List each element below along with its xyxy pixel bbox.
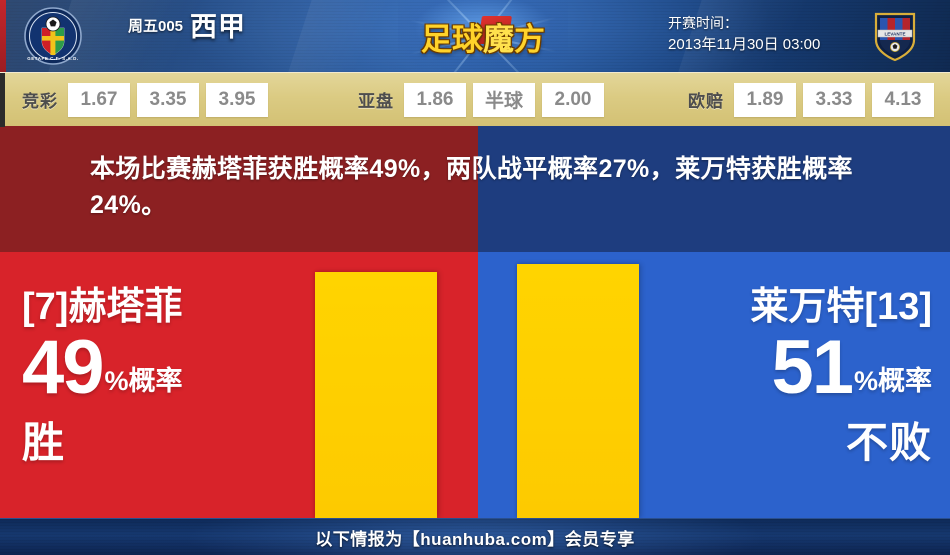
odds-group-asian-handicap: 亚盘 1.86 半球 2.00 bbox=[358, 82, 604, 117]
odds-bar: 竞彩 1.67 3.35 3.95 亚盘 1.86 半球 2.00 欧赔 1.8… bbox=[0, 72, 950, 127]
odds-cell-home[interactable]: 1.89 bbox=[734, 82, 796, 117]
odds-cell-home[interactable]: 1.86 bbox=[404, 82, 466, 117]
home-team-percent-unit: %概率 bbox=[104, 365, 183, 396]
odds-group-european: 欧赔 1.89 3.33 4.13 bbox=[688, 82, 934, 117]
summary-half-home bbox=[0, 126, 478, 252]
brand-logo-text: 足球魔方 bbox=[421, 14, 545, 59]
odds-cell-draw[interactable]: 3.35 bbox=[137, 82, 199, 117]
odds-cell-handicap[interactable]: 半球 bbox=[473, 82, 535, 117]
summary-band: 本场比赛赫塔菲获胜概率49%，两队战平概率27%，莱万特获胜概率24%。 bbox=[0, 126, 950, 252]
summary-half-away bbox=[478, 126, 950, 252]
odds-cell-away[interactable]: 4.13 bbox=[872, 82, 934, 117]
brand-text-part3: 方 bbox=[514, 21, 545, 57]
probability-bar-home bbox=[315, 272, 437, 518]
summary-text: 本场比赛赫塔菲获胜概率49%，两队战平概率27%，莱万特获胜概率24%。 bbox=[90, 155, 853, 219]
home-team-percent: 49 bbox=[22, 324, 105, 410]
kickoff-datetime: 2013年11月30日 03:00 bbox=[668, 35, 821, 53]
header-accent-stripe bbox=[0, 0, 6, 72]
svg-text:LEVANTE: LEVANTE bbox=[884, 32, 905, 37]
levante-ud-badge-icon: LEVANTE bbox=[864, 6, 926, 66]
footer-bar: 以下情报为【huanhuba.com】会员专享 bbox=[0, 518, 950, 555]
header-bar: GETAFE C.F. S.A.D. 周五005 西甲 足球魔方 开赛时间： 2… bbox=[0, 0, 950, 72]
odds-group-label: 欧赔 bbox=[688, 92, 724, 111]
kickoff-label: 开赛时间： bbox=[668, 15, 738, 31]
away-team-outcome: 不败 bbox=[845, 418, 932, 466]
brand-text-part2: 魔 bbox=[483, 14, 514, 59]
odds-group-label: 竞彩 bbox=[22, 92, 58, 111]
home-team-figure: 49 %概率 bbox=[22, 324, 312, 410]
odds-cell-away[interactable]: 2.00 bbox=[542, 82, 604, 117]
away-team-percent: 51 bbox=[771, 324, 854, 410]
away-team-block: 莱万特[13] 51 %概率 不败 bbox=[632, 286, 932, 466]
odds-group-jingcai: 竞彩 1.67 3.35 3.95 bbox=[22, 82, 268, 117]
odds-group-label: 亚盘 bbox=[358, 92, 394, 111]
brand-text-part1: 足球 bbox=[421, 21, 483, 57]
brand-logo[interactable]: 足球魔方 bbox=[398, 0, 568, 72]
kickoff-info: 开赛时间： 2013年11月30日 03:00 bbox=[668, 14, 820, 55]
away-team-percent-unit: %概率 bbox=[853, 365, 932, 396]
home-team-outcome: 胜 bbox=[22, 418, 66, 466]
footer-notice-text: 以下情报为【huanhuba.com】会员专享 bbox=[315, 529, 635, 549]
odds-cell-draw[interactable]: 3.33 bbox=[803, 82, 865, 117]
odds-cell-home[interactable]: 1.67 bbox=[68, 82, 130, 117]
away-team-figure: 51 %概率 bbox=[632, 324, 932, 410]
league-name: 西甲 bbox=[190, 12, 247, 42]
match-title: 周五005 西甲 bbox=[128, 14, 246, 41]
home-team-block: [7]赫塔菲 49 %概率 胜 bbox=[22, 286, 312, 466]
probability-panels: [7]赫塔菲 49 %概率 胜 莱万特[13] 51 %概率 不败 bbox=[0, 252, 950, 518]
home-team-name: [7]赫塔菲 bbox=[22, 286, 183, 328]
match-round-label: 周五005 bbox=[128, 18, 184, 35]
away-team-name: 莱万特[13] bbox=[750, 286, 932, 328]
getafe-cf-badge-icon: GETAFE C.F. S.A.D. bbox=[22, 6, 84, 66]
probability-bar-away bbox=[517, 264, 639, 518]
svg-text:GETAFE C.F. S.A.D.: GETAFE C.F. S.A.D. bbox=[27, 56, 78, 61]
odds-cell-away[interactable]: 3.95 bbox=[206, 82, 268, 117]
